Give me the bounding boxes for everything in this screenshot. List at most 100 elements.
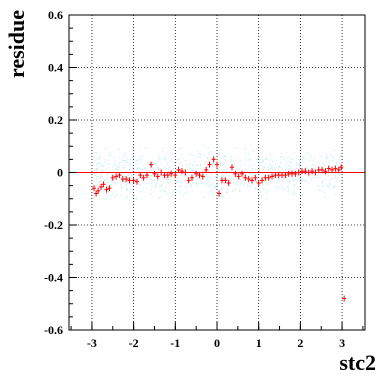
background-dot bbox=[222, 171, 224, 173]
data-point bbox=[149, 161, 154, 168]
background-dot bbox=[122, 172, 124, 174]
background-dot bbox=[129, 183, 131, 185]
data-point bbox=[263, 174, 268, 181]
background-dot bbox=[150, 189, 152, 191]
background-dot bbox=[149, 176, 151, 178]
background-dot bbox=[132, 159, 134, 161]
background-dot bbox=[154, 184, 156, 186]
background-dot bbox=[326, 184, 328, 186]
background-dot bbox=[232, 190, 234, 192]
background-dot bbox=[266, 174, 268, 176]
background-dot bbox=[95, 178, 97, 180]
background-dot bbox=[100, 170, 102, 172]
background-dot bbox=[330, 165, 332, 167]
background-dot bbox=[212, 177, 214, 179]
background-dot bbox=[159, 186, 161, 188]
background-dot bbox=[225, 166, 227, 168]
background-dot bbox=[112, 164, 114, 166]
background-dot bbox=[292, 193, 294, 195]
background-dot bbox=[190, 153, 192, 155]
background-dot bbox=[224, 155, 226, 157]
background-dot bbox=[196, 178, 198, 180]
background-dot bbox=[160, 162, 162, 164]
background-dot bbox=[266, 183, 268, 185]
background-dot bbox=[324, 191, 326, 193]
background-dot bbox=[295, 162, 297, 164]
background-dot bbox=[224, 159, 226, 161]
background-dot bbox=[276, 166, 278, 168]
data-point bbox=[320, 166, 325, 173]
background-dot bbox=[94, 169, 96, 171]
background-dot bbox=[297, 163, 299, 165]
background-dot bbox=[339, 173, 341, 175]
background-dot bbox=[223, 169, 225, 171]
background-dot bbox=[237, 167, 239, 169]
background-dot bbox=[321, 190, 323, 192]
background-dot bbox=[317, 185, 319, 187]
background-dot bbox=[133, 154, 135, 156]
background-dot bbox=[248, 186, 250, 188]
background-dot bbox=[136, 172, 138, 174]
data-point bbox=[233, 170, 238, 177]
background-dot bbox=[155, 187, 157, 189]
background-dot bbox=[280, 153, 282, 155]
data-point bbox=[124, 176, 129, 183]
background-dot bbox=[321, 185, 323, 187]
background-dot bbox=[215, 187, 217, 189]
background-dot bbox=[263, 187, 265, 189]
background-dot bbox=[96, 170, 98, 172]
background-dot bbox=[281, 187, 283, 189]
background-dot bbox=[223, 162, 225, 164]
background-dot bbox=[287, 191, 289, 193]
background-dot bbox=[329, 187, 331, 189]
data-point bbox=[183, 169, 188, 176]
background-dot bbox=[230, 156, 232, 158]
background-dot bbox=[221, 175, 223, 177]
background-dot bbox=[117, 169, 119, 171]
background-dot bbox=[286, 158, 288, 160]
background-dot bbox=[122, 159, 124, 161]
data-point bbox=[296, 169, 301, 176]
background-dot bbox=[332, 150, 334, 152]
background-dot bbox=[215, 162, 217, 164]
background-dot bbox=[245, 174, 247, 176]
background-dot bbox=[235, 180, 237, 182]
background-dot bbox=[200, 165, 202, 167]
background-dot bbox=[257, 162, 259, 164]
background-dot bbox=[159, 154, 161, 156]
background-dot bbox=[214, 186, 216, 188]
background-dot bbox=[325, 153, 327, 155]
background-dot bbox=[338, 177, 340, 179]
background-dot bbox=[94, 174, 96, 176]
background-dot bbox=[264, 166, 266, 168]
background-dot bbox=[164, 160, 166, 162]
background-dot bbox=[338, 173, 340, 175]
background-dot bbox=[226, 179, 228, 181]
background-dot bbox=[293, 184, 295, 186]
background-dot bbox=[219, 151, 221, 153]
background-dot bbox=[307, 182, 309, 184]
background-dot bbox=[163, 158, 165, 160]
background-dot bbox=[180, 163, 182, 165]
background-dot bbox=[102, 169, 104, 171]
background-dot bbox=[184, 192, 186, 194]
data-point bbox=[336, 166, 341, 173]
data-point bbox=[110, 174, 115, 181]
background-dot bbox=[221, 149, 223, 151]
background-dot bbox=[247, 180, 249, 182]
background-dot bbox=[207, 147, 209, 149]
background-dot bbox=[165, 167, 167, 169]
background-dot bbox=[220, 187, 222, 189]
background-dot bbox=[337, 173, 339, 175]
background-dot bbox=[197, 164, 199, 166]
background-dot bbox=[192, 164, 194, 166]
background-dot bbox=[240, 160, 242, 162]
background-dot bbox=[125, 188, 127, 190]
background-dot bbox=[267, 169, 269, 171]
background-dot bbox=[115, 185, 117, 187]
background-dot bbox=[283, 176, 285, 178]
background-dot bbox=[294, 180, 296, 182]
background-dot bbox=[281, 179, 283, 181]
background-dot bbox=[229, 171, 231, 173]
background-dot bbox=[264, 170, 266, 172]
